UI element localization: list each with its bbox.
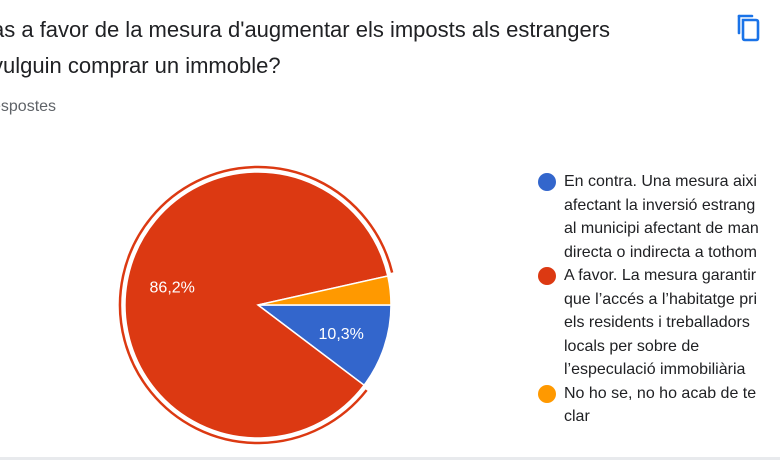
title-line-2: vulguin comprar un immoble?: [0, 53, 281, 78]
pie-slice[interactable]: [257, 275, 392, 306]
legend-swatch: [538, 384, 556, 403]
copy-button[interactable]: [730, 8, 770, 48]
pie-slice[interactable]: [124, 171, 389, 439]
copy-icon: [737, 14, 760, 42]
legend-label: A favor. La mesura garantir que l’accés …: [564, 267, 758, 378]
chart-legend: En contra. Una mesura aixi afectant la i…: [538, 170, 780, 429]
pie-slice[interactable]: [255, 304, 392, 387]
legend-swatch: [538, 173, 556, 191]
title-line-1: às a favor de la mesura d'augmentar els …: [0, 17, 611, 42]
legend-swatch: [538, 267, 556, 285]
legend-item[interactable]: A favor. La mesura garantir que l’accés …: [538, 264, 780, 382]
chart-title: às a favor de la mesura d'augmentar els …: [0, 12, 712, 84]
legend-label: En contra. Una mesura aixi afectant la i…: [564, 173, 759, 261]
legend-label: No ho se, no ho acab de te clar: [564, 384, 757, 426]
bottom-divider: [0, 457, 780, 460]
legend-item[interactable]: No ho se, no ho acab de te clar: [538, 382, 780, 429]
response-count: espostes: [0, 98, 57, 115]
legend-item[interactable]: En contra. Una mesura aixi afectant la i…: [538, 170, 780, 264]
pie-slice-highlight: [118, 165, 394, 445]
pie-data-label: 10,3%: [319, 326, 364, 343]
pie-data-label: 86,2%: [150, 279, 195, 296]
